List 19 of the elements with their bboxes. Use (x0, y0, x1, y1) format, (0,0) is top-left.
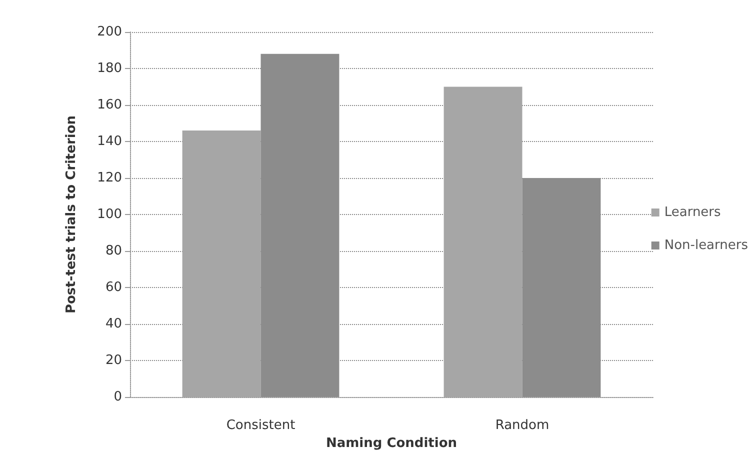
y-tick-label: 40 (105, 316, 122, 332)
bar (444, 86, 522, 397)
legend-label: Non-learners (664, 238, 748, 253)
y-tick-label: 200 (97, 24, 122, 40)
y-tick-label: 140 (97, 134, 122, 149)
y-tick-label: 180 (97, 61, 122, 76)
y-tick-label: 120 (97, 170, 122, 186)
y-tick-label: 80 (105, 244, 122, 258)
bar (182, 130, 261, 397)
x-tick-label: Consistent (226, 418, 296, 433)
y-axis-title: Post-test trials to Criterion (64, 115, 79, 314)
y-tick-label: 20 (105, 353, 122, 368)
x-axis-title: Naming Condition (326, 436, 458, 451)
x-tick-label: Random (495, 418, 550, 433)
y-tick-label: 0 (114, 390, 122, 404)
y-tick-label: 160 (97, 98, 122, 112)
legend-label: Learners (664, 205, 722, 220)
y-tick-label: 100 (97, 207, 122, 222)
y-tick-label: 60 (105, 280, 122, 295)
